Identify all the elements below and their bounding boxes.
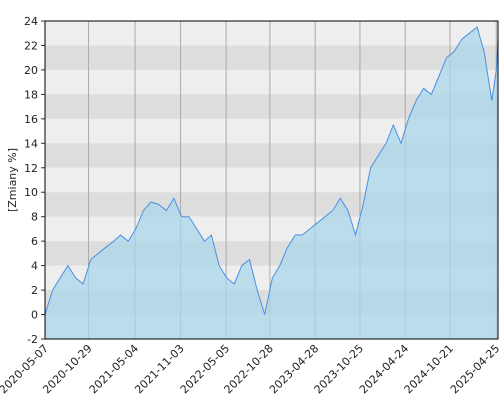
y-tick-label: 4 <box>31 260 38 273</box>
y-tick-label: 0 <box>31 309 38 322</box>
background-band <box>45 45 498 70</box>
background-band <box>45 69 498 95</box>
y-tick-label: -2 <box>27 333 38 346</box>
line <box>44 26 499 315</box>
y-tick-label: 14 <box>24 137 38 150</box>
y-tick-label: 24 <box>24 15 38 28</box>
area <box>45 27 498 339</box>
y-tick-label: 18 <box>24 88 38 101</box>
y-tick-label: 16 <box>24 113 38 126</box>
plot-frame <box>44 20 499 340</box>
y-tick-label: 12 <box>24 162 38 175</box>
y-tick-label: 22 <box>24 39 38 52</box>
y-tick-label: 20 <box>24 64 38 77</box>
y-tick-label: 2 <box>31 284 38 297</box>
y-axis-label: [Zmiany %] <box>6 148 19 212</box>
y-tick-label: 10 <box>24 186 38 199</box>
y-tick-label: 6 <box>31 235 38 248</box>
x-tick-label: 2025-04-25 <box>448 342 500 396</box>
y-tick-label: 8 <box>31 211 38 224</box>
background-band <box>45 21 498 46</box>
